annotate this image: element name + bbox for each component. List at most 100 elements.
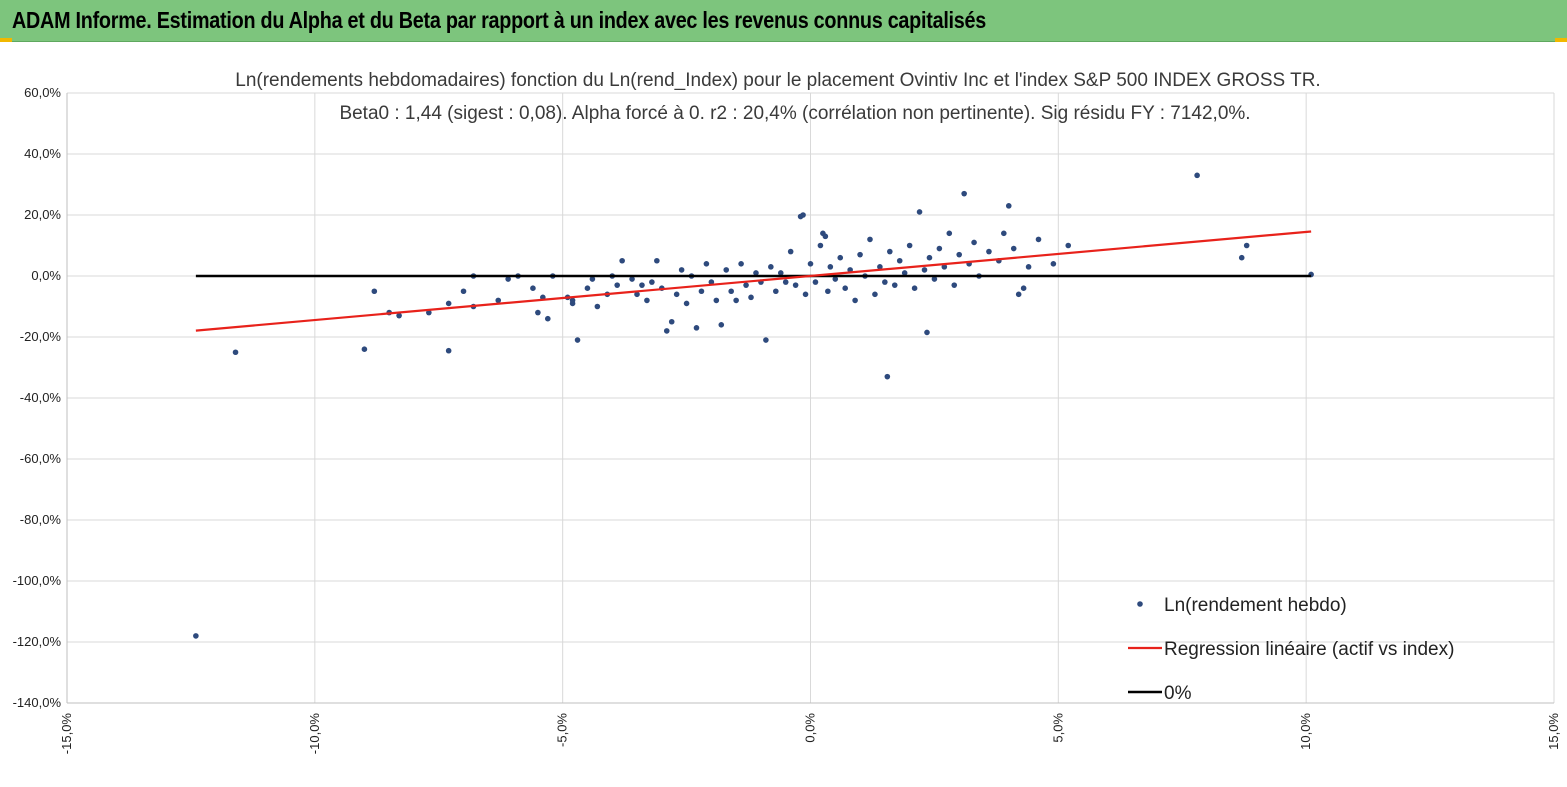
scatter-point [361,346,368,353]
scatter-point [1065,242,1072,249]
scatter-point [728,288,734,295]
scatter-point [1010,245,1017,252]
scatter-point [426,309,432,316]
y-tick-label: -80,0% [20,512,62,527]
scatter-point [817,242,824,249]
scatter-point [544,315,551,322]
scatter-point [802,291,809,298]
scatter-point [193,633,199,639]
scatter-point [693,325,700,331]
y-tick-label: -120,0% [13,634,62,649]
scatter-point [852,297,858,304]
scatter-point [931,276,938,282]
report-header: ADAM Informe. Estimation du Alpha et du … [0,0,1567,42]
y-tick-label: -20,0% [20,329,62,344]
chart-subtitle: Beta0 : 1,44 (sigest : 0,08). Alpha forc… [339,103,1250,124]
scatter-point [530,285,536,292]
scatter-point [639,282,645,288]
scatter-point [708,279,715,285]
scatter-point [748,294,754,301]
scatter-point [901,270,908,276]
scatter-point [822,233,829,240]
chart-title: Ln(rendements hebdomadaires) fonction du… [235,70,1320,91]
scatter-point [924,329,930,336]
y-tick-label: 40,0% [24,146,61,161]
header-corner-left [0,38,12,42]
scatter-point [594,303,601,310]
scatter-point [911,285,918,292]
scatter-point [713,297,720,304]
scatter-point [877,264,883,270]
y-tick-label: 0,0% [31,268,61,283]
scatter-point [936,245,943,252]
scatter-point [906,242,913,249]
legend-marker [1137,601,1143,607]
scatter-point [663,328,670,334]
legend-label: Regression linéaire (actif vs index) [1164,639,1454,660]
scatter-point [629,276,635,282]
scatter-point [703,261,710,267]
scatter-point [812,279,819,285]
scatter-point [867,236,873,243]
scatter-point [445,347,452,354]
x-tick-label: -10,0% [307,713,322,755]
scatter-point [827,264,834,270]
x-tick-label: 5,0% [1050,713,1065,743]
scatter-point [842,285,848,292]
scatter-point [1005,203,1012,209]
scatter-point [882,279,888,285]
scatter-point [445,300,452,307]
y-tick-label: -140,0% [13,695,62,710]
scatter-point [460,288,467,295]
scatter-point [1020,285,1027,292]
chart-legend: Ln(rendement hebdo) Regression linéaire (… [1128,595,1454,704]
scatter-point [718,322,725,328]
scatter-point [941,264,948,270]
scatter-point [535,309,541,316]
scatter-point [787,248,794,255]
scatter-point [832,276,839,282]
scatter-point [807,261,814,267]
scatter-point [887,248,893,255]
scatter-point [1238,254,1245,261]
scatter-point [768,264,774,270]
scatter-point [1015,291,1022,298]
series-layer [193,172,1314,639]
scatter-point [1001,230,1007,237]
scatter-point [584,285,591,292]
scatter-point [896,257,903,264]
y-tick-label: 60,0% [24,85,61,100]
scatter-point [872,291,878,298]
regression-line [195,230,1312,332]
scatter-point [371,288,378,295]
y-tick-label: -100,0% [13,573,62,588]
scatter-point [792,282,799,288]
axis-layer: 60,0% 40,0% 20,0% 0,0% -20,0% -40,0% -60,0% -80… [13,85,1561,754]
report-title: ADAM Informe. Estimation du Alpha et du … [12,7,987,33]
scatter-point [763,337,769,343]
scatter-point [986,248,992,255]
y-tick-label: -60,0% [20,451,62,466]
scatter-point [396,312,402,319]
scatter-point [644,297,650,304]
scatter-point [884,373,891,380]
header-corner-right [1555,38,1567,42]
x-tick-label: 0,0% [803,713,818,743]
y-tick-label: 20,0% [24,207,61,222]
scatter-point [1025,264,1032,270]
scatter-point [1194,172,1200,179]
scatter-point [1243,242,1250,249]
scatter-point [232,349,239,356]
scatter-point [723,267,730,273]
scatter-point [837,254,844,261]
y-tick-label: -40,0% [20,390,62,405]
scatter-point [825,288,831,295]
scatter-point [683,300,690,307]
scatter-point [634,291,640,298]
scatter-point [753,270,759,276]
scatter-point [733,297,739,304]
scatter-point [951,282,958,288]
scatter-point [668,318,675,325]
scatter-point [857,251,863,258]
scatter-point [921,267,928,273]
